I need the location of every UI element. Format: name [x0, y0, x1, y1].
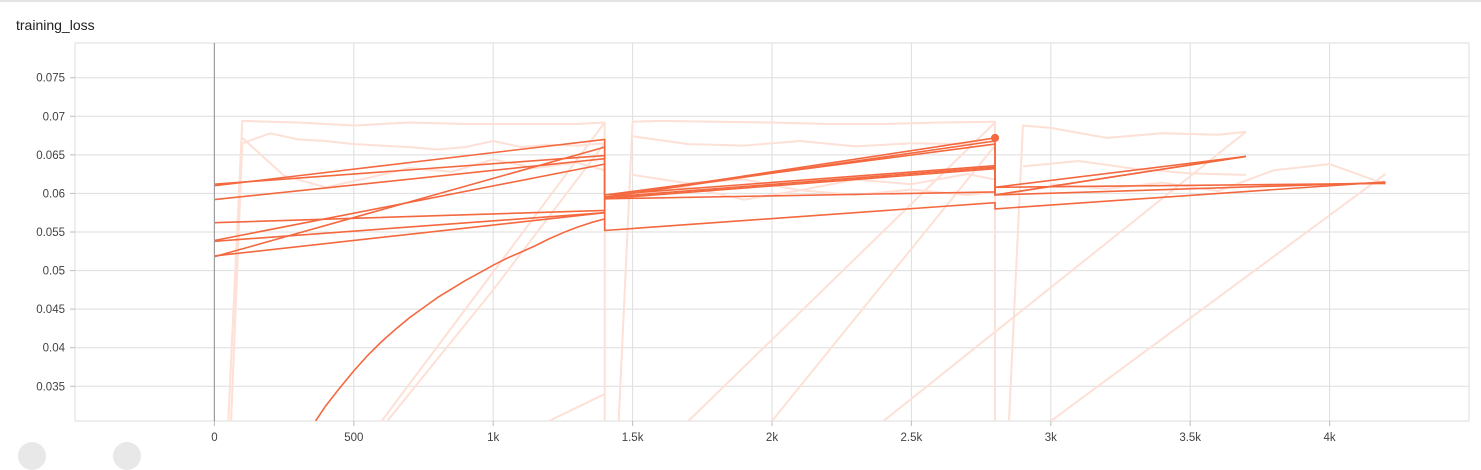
- x-tick-label: 3k: [1045, 432, 1057, 444]
- raw-series-line: [386, 142, 606, 421]
- smoothed-series-line: [214, 182, 1386, 243]
- raw-series-line: [771, 144, 996, 421]
- x-tick-label: 4k: [1324, 432, 1336, 444]
- raw-series-line: [1022, 160, 1247, 176]
- raw-series-line: [882, 130, 1247, 421]
- x-tick-label: 1k: [487, 432, 499, 444]
- raw-series-line: [241, 137, 605, 189]
- x-tick-label: 500: [344, 432, 363, 444]
- x-tick-label: 0: [211, 432, 217, 444]
- training-loss-chart[interactable]: 0.035 0.04 0.045 0.05 0.055 0.06 0.065 0.07 0.07…: [0, 0, 1481, 450]
- axis-layer: 0.035 0.04 0.045 0.05 0.055 0.06 0.065 0.07 0.07…: [36, 43, 1336, 444]
- raw-series-line: [1050, 163, 1386, 193]
- smoothed-series-line: [214, 146, 996, 258]
- chart-title: training_loss: [16, 17, 95, 33]
- series-end-point: [991, 133, 1000, 142]
- raw-series-line: [687, 121, 996, 421]
- raw-series-line: [617, 119, 996, 421]
- raw-series-line: [548, 393, 606, 421]
- y-tick-label: 0.04: [43, 343, 66, 355]
- y-tick-label: 0.065: [36, 150, 65, 162]
- y-tick-label: 0.07: [43, 111, 65, 123]
- raw-series-line: [1008, 124, 1247, 421]
- y-tick-label: 0.055: [36, 227, 65, 239]
- y-tick-label: 0.05: [43, 266, 65, 278]
- x-tick-label: 1.5k: [622, 432, 644, 444]
- x-tick-label: 2.5k: [901, 432, 923, 444]
- x-tick-label: 2k: [766, 432, 778, 444]
- raw-series-line: [380, 121, 606, 421]
- y-tick-label: 0.075: [36, 73, 65, 85]
- chart-control-button[interactable]: [18, 442, 46, 470]
- y-tick-label: 0.06: [43, 188, 65, 200]
- y-tick-label: 0.045: [36, 304, 65, 316]
- x-tick-label: 3.5k: [1179, 432, 1201, 444]
- smoothed-series-layer: [214, 133, 1386, 421]
- raw-series-line: [227, 119, 606, 421]
- raw-series-line: [632, 135, 996, 148]
- smoothed-series-line: [214, 181, 1386, 232]
- chart-control-button[interactable]: [113, 442, 141, 470]
- smoothed-series-line: [214, 155, 1247, 242]
- raw-series-line: [1050, 173, 1386, 421]
- smoothed-series-line: [214, 143, 1386, 196]
- top-divider: [0, 0, 1481, 2]
- grid-layer: [74, 42, 1470, 422]
- raw-series-line: [230, 132, 605, 421]
- y-tick-label: 0.035: [36, 381, 65, 393]
- smoothed-series-line: [314, 218, 605, 421]
